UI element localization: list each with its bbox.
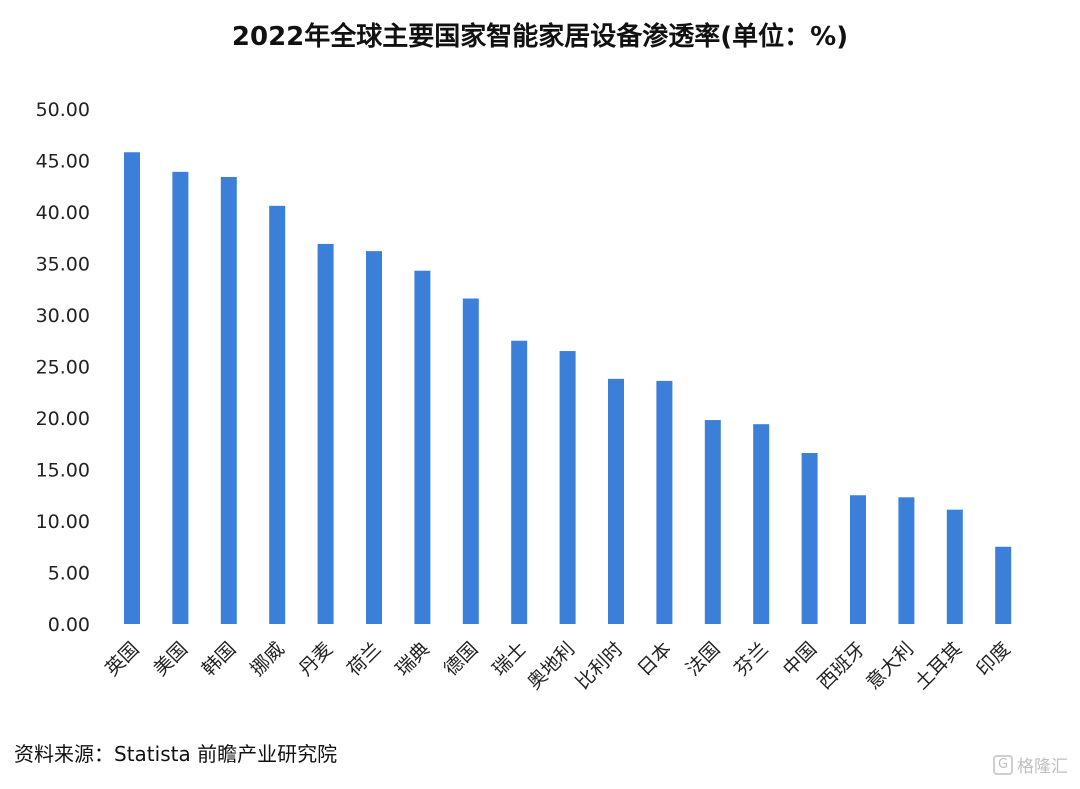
y-tick-label: 40.00 (36, 202, 90, 224)
x-tick-label: 西班牙 (814, 638, 870, 694)
bar-比利时 (608, 378, 624, 624)
bar-丹麦 (317, 243, 334, 624)
bar-西班牙 (850, 495, 866, 624)
x-tick-label: 芬兰 (730, 638, 772, 680)
watermark-text: 格隆汇 (1017, 757, 1068, 777)
x-tick-label: 奥地利 (523, 638, 579, 694)
x-tick-label: 意大利 (862, 638, 918, 694)
y-tick-label: 45.00 (36, 151, 90, 173)
y-tick-label: 5.00 (48, 563, 90, 585)
y-tick-label: 35.00 (36, 254, 90, 276)
x-tick-label: 丹麦 (295, 638, 337, 680)
y-tick-label: 25.00 (36, 357, 90, 379)
bar-中国 (801, 453, 818, 624)
y-tick-label: 30.00 (36, 305, 90, 327)
x-tick-label: 比利时 (572, 638, 628, 694)
x-tick-label: 美国 (149, 638, 191, 680)
y-tick-label: 50.00 (36, 99, 90, 121)
watermark: G 格隆汇 (993, 752, 1068, 777)
x-tick-label: 韩国 (198, 638, 240, 680)
bar-美国 (172, 171, 189, 624)
bar-印度 (995, 546, 1012, 624)
x-tick-label: 瑞士 (488, 638, 530, 680)
bar-荷兰 (366, 251, 382, 624)
y-tick-label: 20.00 (36, 408, 90, 430)
y-tick-label: 10.00 (36, 511, 90, 533)
bar-德国 (462, 298, 479, 624)
bar-英国 (124, 152, 140, 624)
bar-瑞典 (414, 270, 431, 624)
x-tick-label: 英国 (101, 638, 143, 680)
bar-意大利 (898, 497, 915, 624)
bar-土耳其 (946, 509, 963, 624)
x-tick-label: 荷兰 (343, 638, 385, 680)
x-tick-label: 土耳其 (910, 638, 966, 694)
y-tick-label: 0.00 (48, 614, 90, 636)
bar-奥地利 (559, 351, 576, 624)
bar-挪威 (269, 205, 286, 624)
x-tick-label: 中国 (779, 638, 821, 680)
bar-芬兰 (753, 424, 770, 624)
bar-日本 (656, 380, 673, 624)
x-tick-label: 瑞典 (391, 638, 433, 680)
chart-title: 2022年全球主要国家智能家居设备渗透率(单位：%) (231, 22, 849, 52)
bar-瑞士 (511, 340, 528, 624)
y-tick-label: 15.00 (36, 460, 90, 482)
source-note: 资料来源：Statista 前瞻产业研究院 (14, 742, 338, 766)
x-tick-label: 日本 (633, 638, 675, 680)
x-tick-label: 印度 (972, 638, 1014, 680)
bar-韩国 (220, 176, 237, 625)
watermark-logo-icon: G (993, 754, 1013, 775)
bar-法国 (704, 420, 721, 624)
x-tick-label: 挪威 (246, 638, 288, 680)
x-tick-label: 法国 (682, 638, 724, 680)
x-tick-label: 德国 (440, 638, 482, 680)
